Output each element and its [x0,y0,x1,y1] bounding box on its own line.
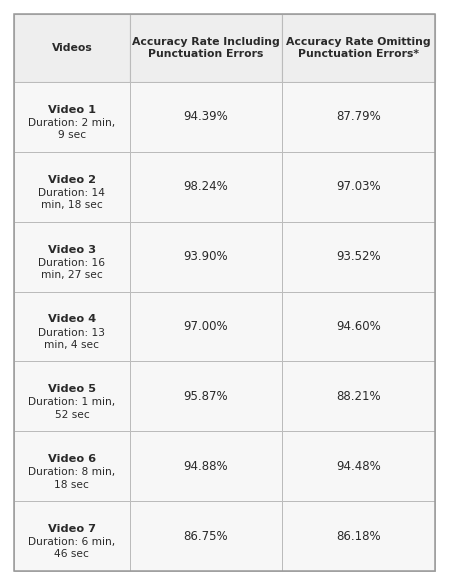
Text: 94.48%: 94.48% [336,460,381,473]
Text: 87.79%: 87.79% [336,111,381,123]
Text: Video 4: Video 4 [48,315,96,325]
Bar [14,82,130,152]
Text: Accuracy Rate Omitting
Punctuation Errors*: Accuracy Rate Omitting Punctuation Error… [286,37,431,60]
Text: Video 6: Video 6 [48,454,96,464]
Text: Video 7: Video 7 [48,524,96,534]
Bar [14,291,130,362]
Bar [130,222,282,291]
Bar [14,362,130,431]
Text: Video 3: Video 3 [48,245,96,254]
Text: Duration: 6 min,
46 sec: Duration: 6 min, 46 sec [28,537,115,559]
Text: Videos: Videos [52,43,92,53]
Bar [14,152,130,222]
Bar [130,431,282,501]
Text: Duration: 14
min, 18 sec: Duration: 14 min, 18 sec [38,188,106,210]
Bar [282,222,435,291]
Text: 98.24%: 98.24% [184,180,229,193]
Bar [130,152,282,222]
Text: Video 5: Video 5 [48,384,96,394]
Bar [14,501,130,571]
Bar [130,501,282,571]
Text: Video 2: Video 2 [48,175,96,185]
Bar [282,431,435,501]
Bar [14,222,130,291]
Text: Duration: 2 min,
9 sec: Duration: 2 min, 9 sec [28,118,115,140]
Bar [130,291,282,362]
Text: Duration: 16
min, 27 sec: Duration: 16 min, 27 sec [38,257,106,280]
Text: 97.03%: 97.03% [336,180,381,193]
Text: Duration: 1 min,
52 sec: Duration: 1 min, 52 sec [28,397,115,420]
Text: Duration: 8 min,
18 sec: Duration: 8 min, 18 sec [28,467,115,490]
Text: 94.39%: 94.39% [184,111,229,123]
Text: 93.90%: 93.90% [184,250,228,263]
Text: 97.00%: 97.00% [184,320,228,333]
Bar [282,14,435,82]
Bar [130,14,282,82]
Text: Accuracy Rate Including
Punctuation Errors: Accuracy Rate Including Punctuation Erro… [132,37,280,60]
Bar [282,501,435,571]
Text: Video 1: Video 1 [48,105,96,115]
Bar [14,431,130,501]
Text: 86.18%: 86.18% [336,529,381,542]
Bar [130,362,282,431]
Text: 88.21%: 88.21% [336,390,381,403]
Bar [130,82,282,152]
Bar [282,152,435,222]
Bar [14,14,130,82]
Text: 86.75%: 86.75% [184,529,228,542]
Text: Duration: 13
min, 4 sec: Duration: 13 min, 4 sec [38,328,106,350]
Text: 93.52%: 93.52% [336,250,381,263]
Text: 95.87%: 95.87% [184,390,228,403]
Text: 94.88%: 94.88% [184,460,228,473]
Bar [282,362,435,431]
Bar [282,291,435,362]
Text: 94.60%: 94.60% [336,320,381,333]
Bar [282,82,435,152]
